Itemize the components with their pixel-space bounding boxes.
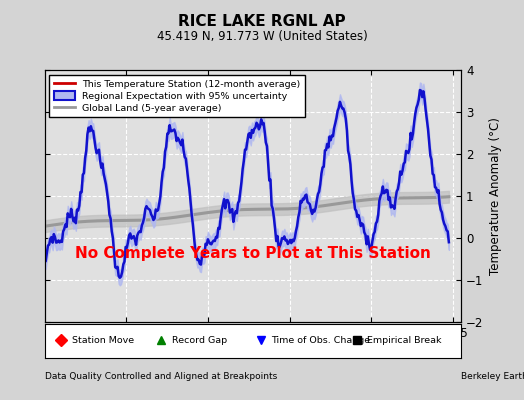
Text: Empirical Break: Empirical Break (367, 336, 442, 345)
Text: No Complete Years to Plot at This Station: No Complete Years to Plot at This Statio… (75, 246, 431, 262)
Text: Station Move: Station Move (72, 336, 134, 345)
Text: Data Quality Controlled and Aligned at Breakpoints: Data Quality Controlled and Aligned at B… (45, 372, 277, 381)
Text: Berkeley Earth: Berkeley Earth (461, 372, 524, 381)
Text: RICE LAKE RGNL AP: RICE LAKE RGNL AP (178, 14, 346, 29)
Text: Time of Obs. Change: Time of Obs. Change (271, 336, 370, 345)
Text: Record Gap: Record Gap (171, 336, 227, 345)
Legend: This Temperature Station (12-month average), Regional Expectation with 95% uncer: This Temperature Station (12-month avera… (49, 75, 305, 117)
Y-axis label: Temperature Anomaly (°C): Temperature Anomaly (°C) (489, 117, 502, 275)
Text: 45.419 N, 91.773 W (United States): 45.419 N, 91.773 W (United States) (157, 30, 367, 43)
